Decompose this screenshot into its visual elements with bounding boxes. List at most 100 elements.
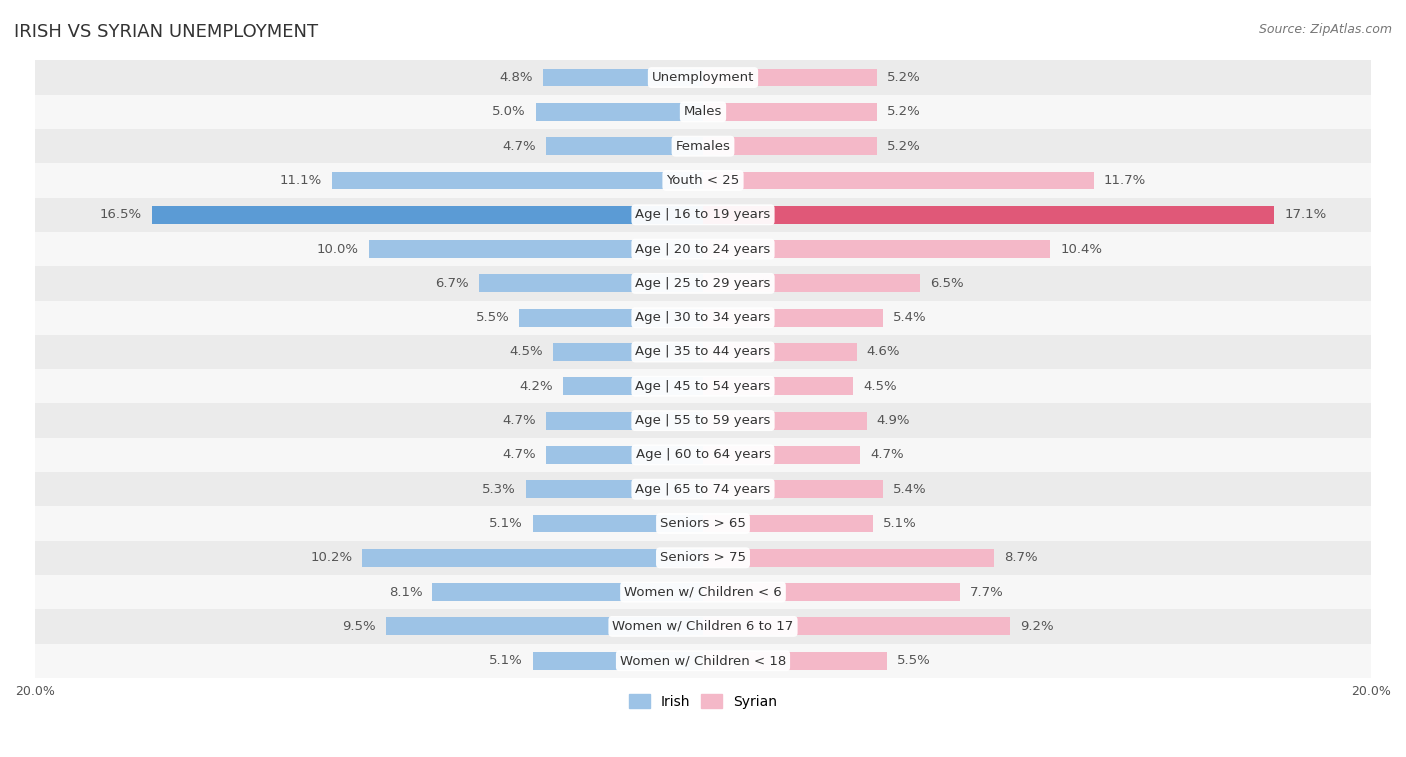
Bar <box>519 309 703 326</box>
Text: Seniors > 65: Seniors > 65 <box>659 517 747 530</box>
Text: 9.2%: 9.2% <box>1021 620 1054 633</box>
Text: 4.8%: 4.8% <box>499 71 533 84</box>
Bar <box>35 609 1371 643</box>
Text: 4.7%: 4.7% <box>502 414 536 427</box>
Text: Age | 20 to 24 years: Age | 20 to 24 years <box>636 242 770 256</box>
Bar <box>35 540 1371 575</box>
Bar <box>703 69 877 86</box>
Bar <box>703 103 877 121</box>
Bar <box>703 412 866 429</box>
Text: Age | 55 to 59 years: Age | 55 to 59 years <box>636 414 770 427</box>
Text: 4.5%: 4.5% <box>509 345 543 359</box>
Bar <box>553 343 703 361</box>
Bar <box>35 438 1371 472</box>
Bar <box>152 206 703 224</box>
Text: Age | 35 to 44 years: Age | 35 to 44 years <box>636 345 770 359</box>
Bar <box>526 480 703 498</box>
Text: 4.7%: 4.7% <box>502 448 536 462</box>
Bar <box>543 69 703 86</box>
Text: 10.2%: 10.2% <box>311 551 353 564</box>
Bar <box>35 369 1371 403</box>
Text: 7.7%: 7.7% <box>970 586 1004 599</box>
Bar <box>703 446 860 464</box>
Text: 5.4%: 5.4% <box>893 483 927 496</box>
Text: 5.5%: 5.5% <box>897 654 931 667</box>
Text: 5.2%: 5.2% <box>887 105 921 118</box>
Bar <box>703 549 994 567</box>
Text: IRISH VS SYRIAN UNEMPLOYMENT: IRISH VS SYRIAN UNEMPLOYMENT <box>14 23 318 41</box>
Text: Females: Females <box>675 140 731 153</box>
Bar <box>703 515 873 532</box>
Bar <box>35 335 1371 369</box>
Text: 5.2%: 5.2% <box>887 71 921 84</box>
Text: Age | 25 to 29 years: Age | 25 to 29 years <box>636 277 770 290</box>
Bar <box>546 412 703 429</box>
Text: 8.7%: 8.7% <box>1004 551 1038 564</box>
Bar <box>703 275 920 292</box>
Text: Age | 30 to 34 years: Age | 30 to 34 years <box>636 311 770 324</box>
Text: 16.5%: 16.5% <box>100 208 142 221</box>
Bar <box>703 583 960 601</box>
Bar <box>35 198 1371 232</box>
Text: 4.7%: 4.7% <box>870 448 904 462</box>
Bar <box>703 343 856 361</box>
Bar <box>35 61 1371 95</box>
Text: 4.6%: 4.6% <box>866 345 900 359</box>
Text: 5.1%: 5.1% <box>883 517 917 530</box>
Bar <box>703 480 883 498</box>
Text: Males: Males <box>683 105 723 118</box>
Text: 5.3%: 5.3% <box>482 483 516 496</box>
Text: 4.5%: 4.5% <box>863 380 897 393</box>
Text: Women w/ Children 6 to 17: Women w/ Children 6 to 17 <box>613 620 793 633</box>
Bar <box>35 129 1371 164</box>
Text: Age | 16 to 19 years: Age | 16 to 19 years <box>636 208 770 221</box>
Text: 5.1%: 5.1% <box>489 654 523 667</box>
Bar <box>35 403 1371 438</box>
Text: 5.2%: 5.2% <box>887 140 921 153</box>
Bar <box>533 652 703 670</box>
Text: 10.0%: 10.0% <box>316 242 359 256</box>
Text: Women w/ Children < 18: Women w/ Children < 18 <box>620 654 786 667</box>
Bar <box>703 172 1094 189</box>
Text: 6.5%: 6.5% <box>931 277 963 290</box>
Text: 10.4%: 10.4% <box>1060 242 1102 256</box>
Bar <box>546 137 703 155</box>
Text: 4.7%: 4.7% <box>502 140 536 153</box>
Text: 17.1%: 17.1% <box>1284 208 1326 221</box>
Bar <box>703 309 883 326</box>
Text: Source: ZipAtlas.com: Source: ZipAtlas.com <box>1258 23 1392 36</box>
Text: Age | 60 to 64 years: Age | 60 to 64 years <box>636 448 770 462</box>
Bar <box>35 164 1371 198</box>
Text: 6.7%: 6.7% <box>436 277 470 290</box>
Bar <box>703 240 1050 258</box>
Text: Women w/ Children < 6: Women w/ Children < 6 <box>624 586 782 599</box>
Bar <box>703 378 853 395</box>
Text: Seniors > 75: Seniors > 75 <box>659 551 747 564</box>
Bar <box>533 515 703 532</box>
Bar <box>433 583 703 601</box>
Bar <box>332 172 703 189</box>
Text: 5.0%: 5.0% <box>492 105 526 118</box>
Text: 11.7%: 11.7% <box>1104 174 1146 187</box>
Bar <box>35 232 1371 266</box>
Bar <box>703 652 887 670</box>
Bar <box>35 575 1371 609</box>
Text: 5.5%: 5.5% <box>475 311 509 324</box>
Bar <box>35 95 1371 129</box>
Text: 4.2%: 4.2% <box>519 380 553 393</box>
Bar <box>35 266 1371 301</box>
Text: 5.4%: 5.4% <box>893 311 927 324</box>
Text: 8.1%: 8.1% <box>389 586 422 599</box>
Text: Unemployment: Unemployment <box>652 71 754 84</box>
Bar <box>35 472 1371 506</box>
Bar <box>35 643 1371 678</box>
Legend: Irish, Syrian: Irish, Syrian <box>623 688 783 714</box>
Bar <box>536 103 703 121</box>
Bar <box>479 275 703 292</box>
Text: 4.9%: 4.9% <box>877 414 910 427</box>
Bar <box>546 446 703 464</box>
Bar <box>703 137 877 155</box>
Bar <box>703 618 1011 635</box>
Bar <box>562 378 703 395</box>
Text: 9.5%: 9.5% <box>342 620 375 633</box>
